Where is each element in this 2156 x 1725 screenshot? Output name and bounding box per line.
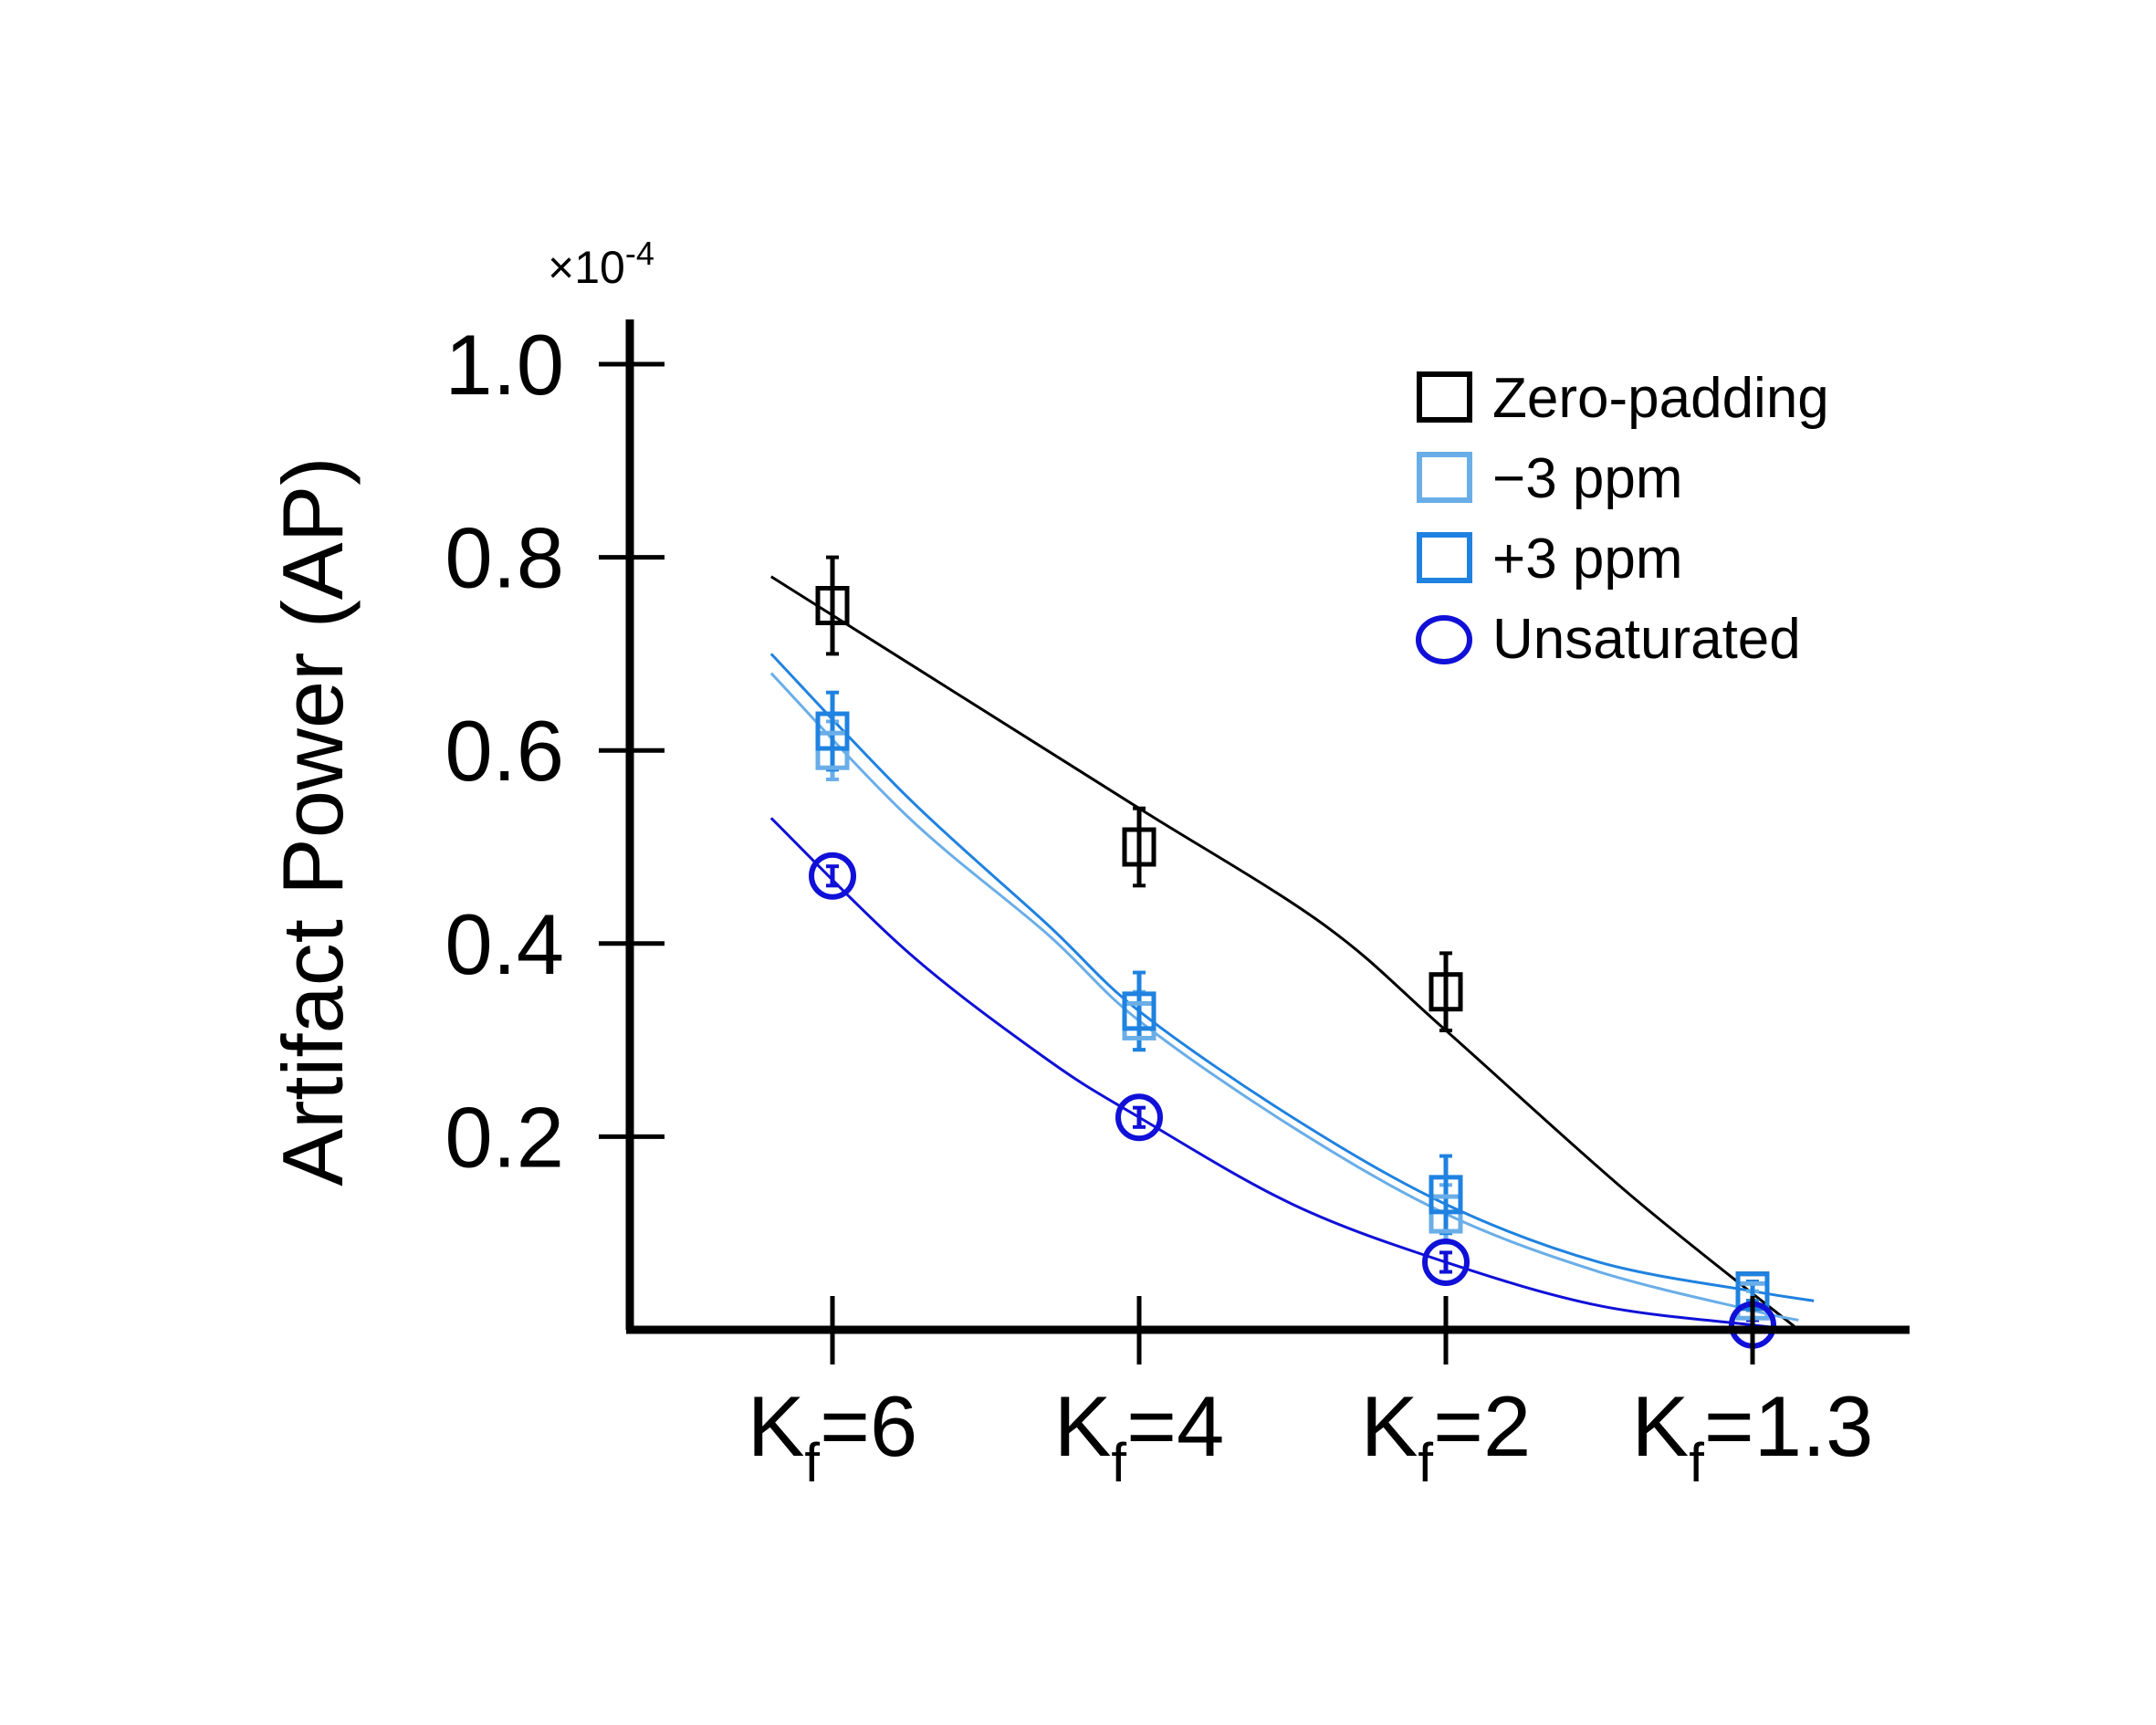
x-tick-label: Kf=2 (1361, 1378, 1532, 1493)
x-tick-label-rest: =6 (820, 1378, 917, 1474)
y-tick-label: 0.6 (445, 703, 564, 799)
x-tick-label: Kf=6 (748, 1378, 918, 1493)
x-tick-label: Kf=1.3 (1632, 1378, 1874, 1493)
y-axis-multiplier-base: ×10 (548, 242, 625, 293)
data-point (1422, 1238, 1470, 1286)
x-tick-label-base: K (1361, 1378, 1418, 1474)
x-tick-label-base: K (1632, 1378, 1690, 1474)
y-axis-title: Artifact Power (AP) (265, 456, 361, 1186)
legend-marker (1417, 452, 1472, 503)
legend-marker (1417, 532, 1472, 583)
legend-label: Zero-padding (1492, 367, 1829, 430)
y-tick-label: 0.4 (445, 896, 564, 992)
data-point (815, 711, 850, 751)
x-tick-label-rest: =4 (1126, 1378, 1224, 1474)
legend-label: +3 ppm (1492, 528, 1683, 591)
x-tick-label-subscript: f (804, 1432, 820, 1493)
data-point (1115, 1093, 1163, 1142)
fit-line (769, 817, 1799, 1332)
legend-marker (1416, 615, 1472, 664)
x-tick-label-rest: =1.3 (1704, 1378, 1874, 1474)
data-point (1429, 1175, 1463, 1215)
x-tick-label-base: K (1054, 1378, 1112, 1474)
y-tick-label: 0.2 (445, 1089, 564, 1185)
data-point (815, 586, 850, 625)
y-tick-label: 1.0 (445, 317, 564, 413)
legend-label: Unsaturated (1492, 608, 1801, 671)
x-tick-label: Kf=4 (1054, 1378, 1225, 1493)
y-axis-label: Artifact Power (AP) (265, 456, 361, 1186)
y-axis-multiplier: ×10-4 (548, 235, 654, 293)
fit-line (770, 575, 1800, 1332)
data-point (1122, 827, 1156, 867)
axes (625, 319, 1910, 1334)
data-point (1429, 972, 1463, 1012)
data-point (1122, 991, 1156, 1031)
y-axis-multiplier-exponent: -4 (625, 235, 654, 272)
x-tick-label-base: K (748, 1378, 805, 1474)
y-tick-label: 0.8 (445, 510, 564, 606)
y-ticks: 0.2 0.4 0.6 0.8 1.0 (445, 317, 665, 1185)
fit-lines (769, 575, 1815, 1332)
fit-line (769, 672, 1799, 1322)
data-point (809, 852, 856, 900)
x-tick-label-subscript: f (1689, 1432, 1704, 1493)
x-tick-label-subscript: f (1418, 1432, 1433, 1493)
x-ticks: Kf=6 Kf=4 Kf=2 Kf=1.3 (748, 1296, 1874, 1493)
legend-label: −3 ppm (1492, 447, 1683, 510)
x-tick-label-subscript: f (1111, 1432, 1126, 1493)
fit-line (769, 653, 1815, 1302)
legend-marker (1417, 371, 1472, 423)
legend: Zero-padding −3 ppm +3 ppm Unsaturated (1416, 367, 1829, 671)
x-tick-label-rest: =2 (1433, 1378, 1531, 1474)
